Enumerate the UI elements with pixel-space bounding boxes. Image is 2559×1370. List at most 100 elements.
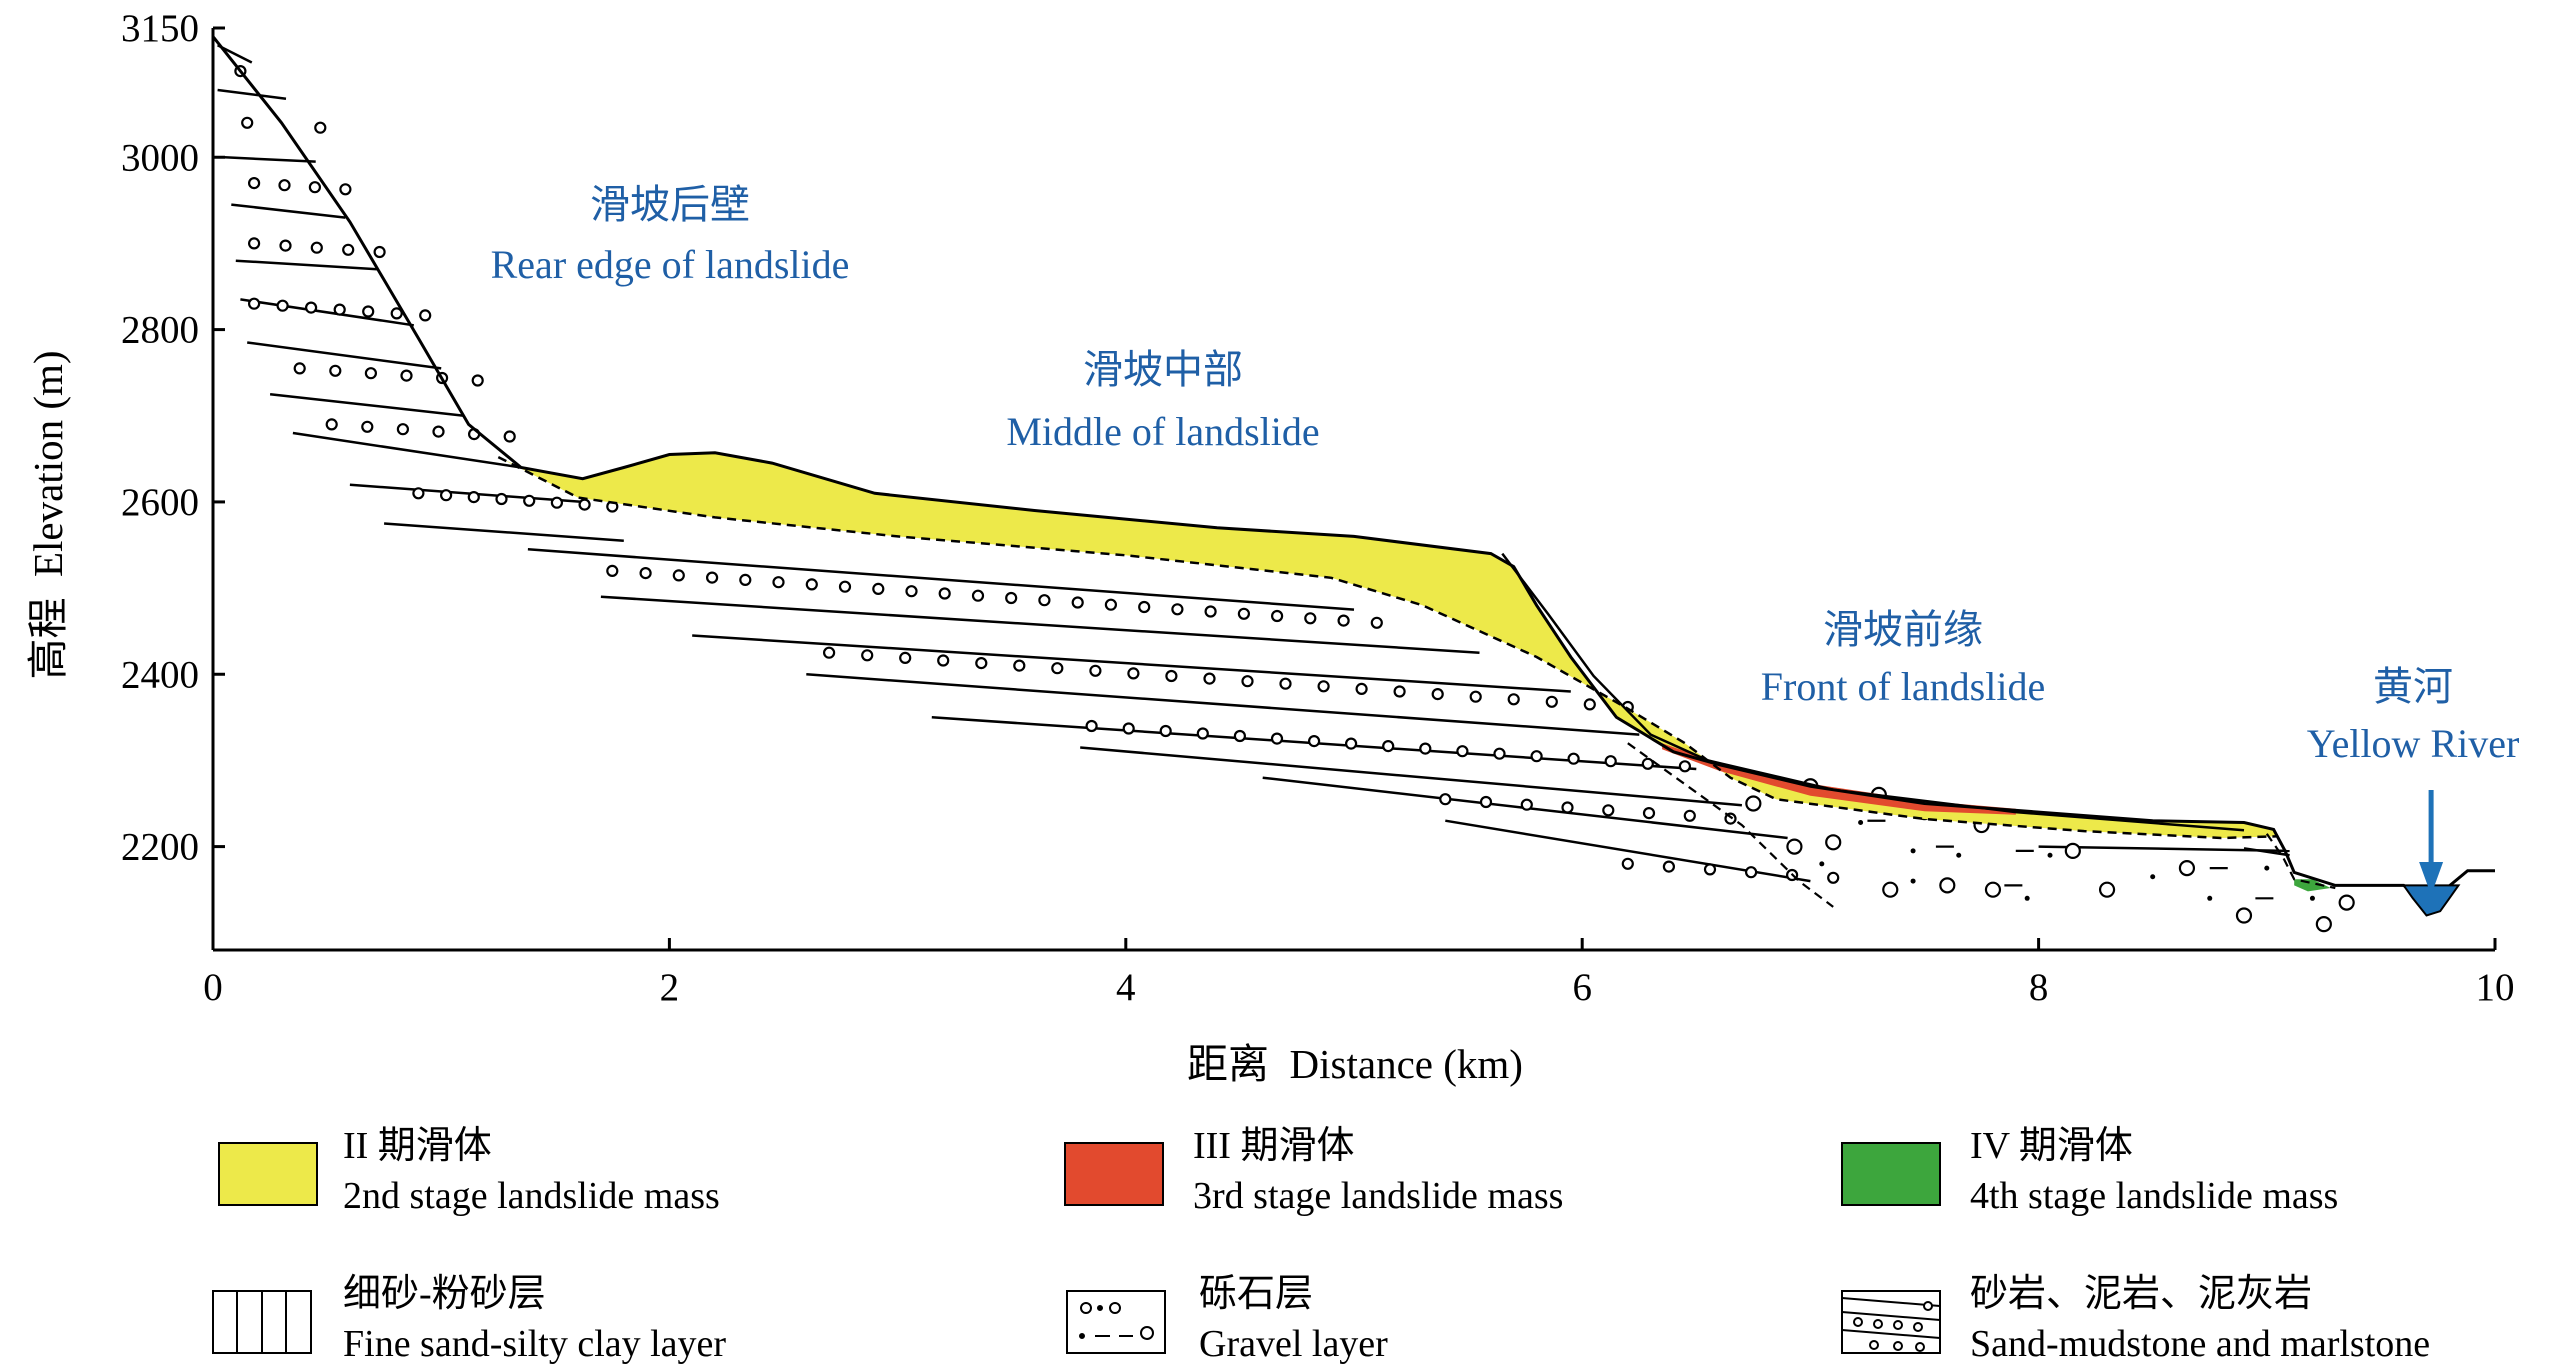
strata-circle — [1431, 687, 1444, 701]
strata-circle — [361, 420, 374, 433]
strata-circle — [310, 241, 323, 254]
strata-line — [240, 298, 414, 327]
annotation-rear-edge-cn: 滑坡后壁 — [590, 182, 750, 227]
x-axis-title: 距离 Distance (km) — [1187, 1041, 1523, 1087]
strata-circle — [1439, 793, 1452, 806]
strata-circle — [1827, 871, 1840, 884]
strata-circle — [1456, 745, 1469, 758]
strata-circle — [1567, 752, 1580, 765]
legend-sand-mudstone-cn: 砂岩、泥岩、泥灰岩 — [1970, 1273, 2312, 1315]
strata-circle — [1307, 734, 1321, 748]
strata-circle — [1085, 719, 1098, 733]
strata-circle — [1138, 600, 1151, 614]
y-axis-ticks: 2200 2400 2600 2800 3000 3150 — [121, 7, 225, 869]
axes — [211, 28, 2495, 952]
strata-circle — [276, 299, 289, 312]
legend-stage4-en: 4th stage landslide mass — [1970, 1175, 2338, 1217]
x-tick-label: 6 — [1572, 966, 1592, 1009]
strata-line — [231, 203, 346, 219]
strata-circle — [1507, 693, 1520, 706]
strata-circle — [1270, 732, 1284, 745]
strata-circle — [1089, 664, 1102, 677]
strata-circle — [248, 237, 261, 250]
strata-circle — [1013, 659, 1026, 672]
strata-circle — [1683, 809, 1696, 822]
strata-circle — [1393, 685, 1406, 698]
gravel-dot — [2024, 895, 2030, 901]
annotation-front-en: Front of landslide — [1761, 664, 2045, 709]
gravel-circle — [1745, 795, 1762, 812]
strata-circle — [248, 297, 261, 310]
strata-circle — [364, 367, 377, 380]
strata-line — [806, 673, 1640, 736]
legend-swatch-stage4 — [1841, 1142, 1941, 1206]
strata-line — [235, 259, 378, 271]
river-arrow-head — [2419, 862, 2444, 895]
strata-circle — [471, 374, 484, 387]
gravel-circle — [1786, 838, 1803, 855]
strata-line — [269, 392, 465, 418]
strata-circle — [1344, 737, 1358, 750]
strata-line — [2243, 847, 2290, 857]
strata-circle — [1270, 609, 1284, 623]
strata-circle — [1621, 857, 1634, 870]
legend-stage2-cn: II 期滑体 — [343, 1125, 492, 1167]
legend-gravel-en: Gravel layer — [1199, 1323, 1388, 1365]
strata-circle — [1127, 667, 1140, 680]
strata-circle — [1419, 742, 1432, 755]
x-tick-label: 10 — [2476, 966, 2515, 1009]
strata-circle — [938, 587, 951, 600]
gravel-circle — [2315, 916, 2332, 933]
strata-circle — [1071, 596, 1084, 609]
strata-circle — [339, 183, 352, 196]
legend-swatch-gravel — [1066, 1290, 1166, 1354]
strata-circle — [1382, 739, 1395, 753]
strata-circle — [1304, 612, 1317, 625]
strata-circle — [1530, 750, 1543, 763]
strata-circle — [1279, 677, 1292, 690]
strata-line — [600, 595, 1480, 654]
y-tick-label: 3150 — [121, 7, 199, 50]
strata-circle — [440, 489, 453, 502]
strata-circle — [1602, 804, 1615, 817]
strata-line — [384, 522, 624, 542]
strata-circle — [248, 177, 261, 190]
strata-circle — [899, 651, 912, 665]
gravel-dot — [1858, 819, 1864, 825]
strata-circle — [1104, 598, 1118, 611]
strata-circle — [550, 496, 564, 509]
gravel-circle — [2235, 907, 2253, 924]
gravel-boundary-dashed — [1627, 742, 1834, 908]
strata-circle — [1241, 675, 1254, 688]
strata-circle — [1159, 724, 1172, 738]
strata-circle — [1479, 795, 1493, 809]
stage2-landslide-mass — [498, 452, 2279, 838]
strata-line — [349, 483, 583, 504]
strata-circle — [419, 309, 432, 322]
strata-circle — [362, 305, 375, 318]
legend-swatch-fine-sand — [212, 1290, 312, 1354]
strata-line — [217, 88, 287, 100]
strata-circle — [333, 303, 346, 316]
strata-circle — [1355, 682, 1368, 696]
strata-circle — [1641, 757, 1654, 770]
strata-circle — [503, 430, 516, 443]
strata-circle — [772, 576, 785, 589]
strata-circle — [467, 491, 480, 504]
strata-circle — [705, 571, 719, 584]
legend-fine-sand-cn: 细砂-粉砂层 — [343, 1273, 546, 1315]
gravel-dot — [1910, 878, 1916, 884]
y-tick-label: 2400 — [121, 653, 199, 696]
strata-circle — [606, 564, 619, 578]
gravel-circle — [1939, 877, 1956, 894]
bedrock-strata — [217, 44, 2290, 883]
annotation-yellow-river: 黄河 Yellow River — [2307, 664, 2520, 766]
strata-circle — [1545, 695, 1558, 708]
x-tick-label: 0 — [203, 966, 223, 1009]
strata-circle — [639, 566, 652, 580]
bedrock-strata-circles — [234, 64, 1840, 884]
strata-circle — [1583, 698, 1596, 711]
legend: II 期滑体 2nd stage landslide mass III 期滑体 … — [212, 1125, 2430, 1365]
strata-circle — [390, 307, 403, 320]
strata-circle — [278, 179, 291, 192]
